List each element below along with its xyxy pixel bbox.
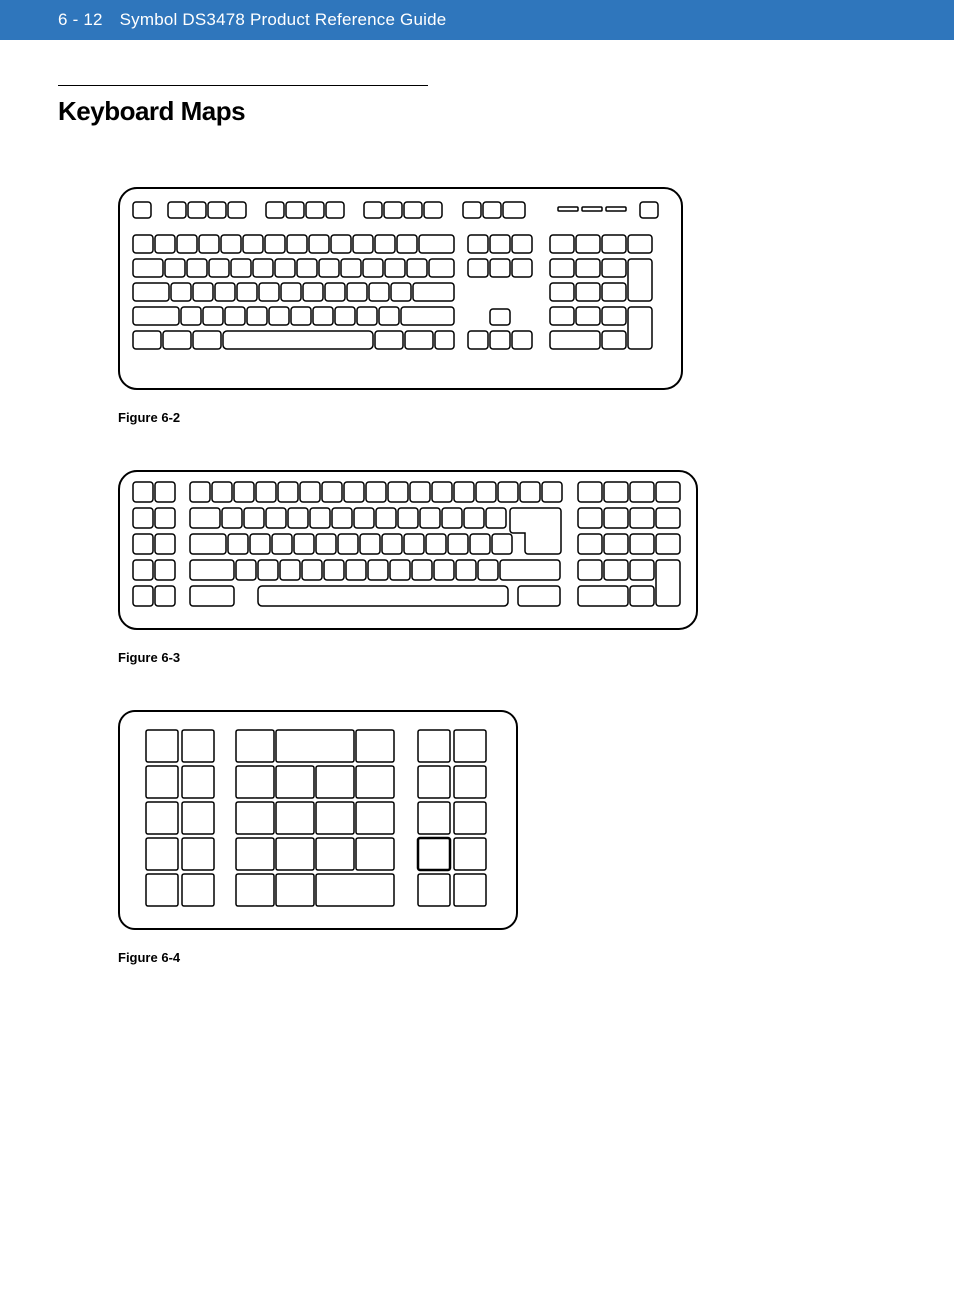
keyboard-svg-6-3 xyxy=(118,470,698,630)
title-rule xyxy=(58,85,428,86)
figure-6-4-caption: Figure 6-4 xyxy=(118,950,896,965)
figure-6-2-caption: Figure 6-2 xyxy=(118,410,896,425)
document-title: Symbol DS3478 Product Reference Guide xyxy=(120,10,447,29)
page: 6 - 12 Symbol DS3478 Product Reference G… xyxy=(0,0,954,1295)
page-number: 6 - 12 xyxy=(58,10,103,29)
figure-6-4 xyxy=(118,710,896,930)
keyboard-svg-6-4 xyxy=(118,710,518,930)
figure-6-3-caption: Figure 6-3 xyxy=(118,650,896,665)
page-header: 6 - 12 Symbol DS3478 Product Reference G… xyxy=(0,0,954,40)
keyboard-svg-6-2 xyxy=(118,187,683,390)
section-title: Keyboard Maps xyxy=(58,96,896,127)
content-area: Keyboard Maps xyxy=(0,85,954,965)
figure-6-2 xyxy=(118,187,896,390)
figure-6-3 xyxy=(118,470,896,630)
